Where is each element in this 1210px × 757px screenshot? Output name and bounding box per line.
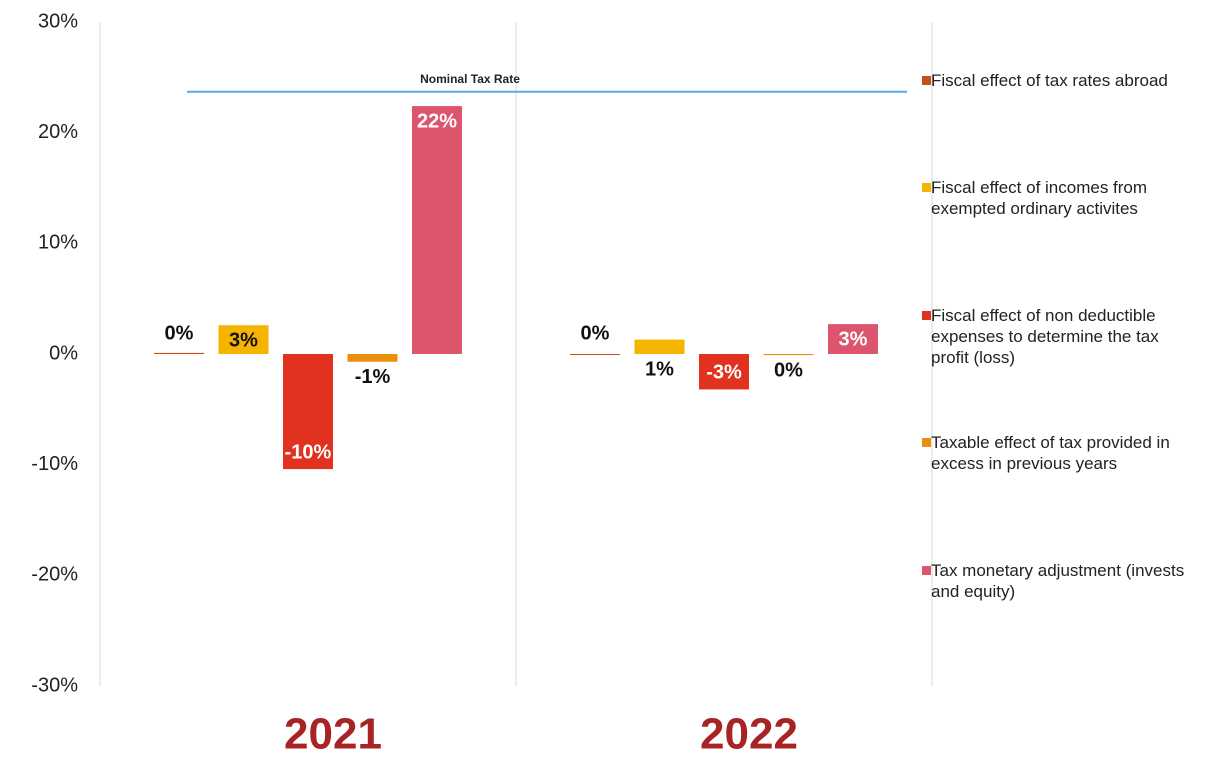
bar xyxy=(412,106,462,355)
bar xyxy=(763,354,814,356)
bar xyxy=(570,354,620,355)
legend-swatch xyxy=(922,76,931,85)
y-tick-label: -20% xyxy=(31,564,78,586)
legend-swatch xyxy=(922,438,931,447)
legend-item: Taxable effect of tax provided in excess… xyxy=(922,432,1197,474)
legend-label: Taxable effect of tax provided in excess… xyxy=(931,433,1170,473)
data-label: 22% xyxy=(417,110,457,132)
bar xyxy=(283,354,333,470)
legend-label: Fiscal effect of non deductible expenses… xyxy=(931,306,1159,367)
legend-swatch xyxy=(922,566,931,575)
y-tick-label: -10% xyxy=(31,453,78,475)
y-tick-label: 30% xyxy=(38,10,78,32)
data-label: -1% xyxy=(355,366,391,388)
data-label: -10% xyxy=(285,441,332,463)
y-tick-label: 20% xyxy=(38,121,78,143)
y-tick-label: 0% xyxy=(49,342,78,364)
data-label: 3% xyxy=(839,328,868,350)
data-label: 1% xyxy=(645,358,674,380)
x-tick-label: 2021 xyxy=(284,710,382,757)
legend-swatch xyxy=(922,183,931,192)
bar xyxy=(154,352,204,354)
bar xyxy=(634,339,685,354)
legend-item: Tax monetary adjustment (invests and equ… xyxy=(922,560,1197,602)
bar xyxy=(699,354,749,390)
y-tick-label: 10% xyxy=(38,232,78,254)
bar xyxy=(218,325,269,354)
data-label: 0% xyxy=(165,322,194,344)
legend-item: Fiscal effect of incomes from exempted o… xyxy=(922,177,1197,219)
x-tick-label: 2022 xyxy=(700,710,798,757)
bar xyxy=(347,354,398,362)
legend-label: Fiscal effect of tax rates abroad xyxy=(931,71,1168,90)
data-label: 0% xyxy=(581,322,610,344)
data-label: -3% xyxy=(706,362,742,384)
annotation: Nominal Tax Rate xyxy=(420,72,520,86)
legend-swatch xyxy=(922,311,931,320)
legend-label: Tax monetary adjustment (invests and equ… xyxy=(931,561,1185,601)
legend-item: Fiscal effect of non deductible expenses… xyxy=(922,305,1197,368)
data-label: 0% xyxy=(774,359,803,381)
legend-label: Fiscal effect of incomes from exempted o… xyxy=(931,178,1148,218)
data-label: 3% xyxy=(229,330,258,352)
legend-item: Fiscal effect of tax rates abroad xyxy=(922,70,1197,91)
y-tick-label: -30% xyxy=(31,674,78,696)
bar xyxy=(828,324,878,354)
